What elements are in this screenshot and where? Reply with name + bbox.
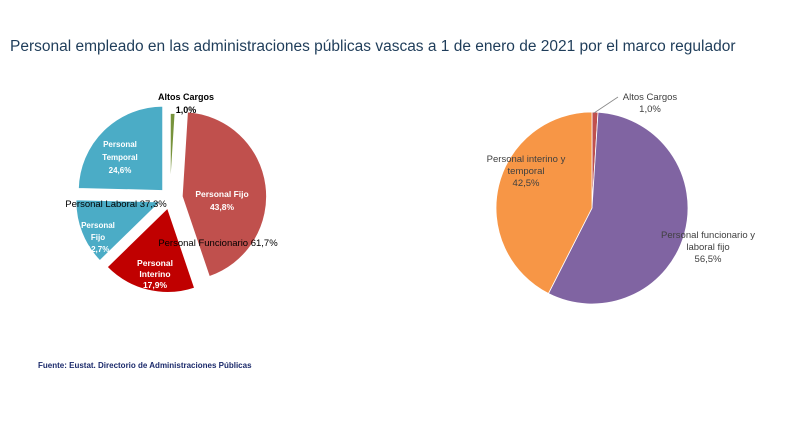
slice-interino-temporal xyxy=(495,111,593,295)
label-altos-cargos: Altos Cargos xyxy=(158,92,214,102)
slice-personal-interino xyxy=(105,206,196,294)
pie-chart-marco-detallado: Personal Fijo 43,8% Personal Interino 17,9% P… xyxy=(65,92,278,294)
slice-personal-fijo-funcionario xyxy=(181,110,268,278)
slice-personal-temporal xyxy=(77,105,164,192)
page-title: Personal empleado en las administracione… xyxy=(10,38,736,55)
pie-chart-marco-agrupado: Altos Cargos 1,0% Personal funcionario y la… xyxy=(487,92,755,305)
slice-funcionario-laboral-fijo xyxy=(547,111,689,305)
label-group-laboral: Personal Laboral 37,3% xyxy=(65,199,167,210)
slice-personal-fijo-laboral xyxy=(74,198,163,263)
label-personal-fijo-laboral: Personal Fijo 12,7% xyxy=(81,221,115,254)
label-personal-interino: Personal Interino 17,9% xyxy=(137,258,173,290)
slice-altos-cargos xyxy=(169,112,177,199)
label-personal-fijo-funcionario: Personal Fijo 43,8% xyxy=(195,189,248,212)
label-interino-temporal: Personal interino y temporal 42,5% xyxy=(487,154,566,189)
label-personal-temporal: Personal Temporal 24,6% xyxy=(102,140,137,175)
label-altos-cargos: Altos Cargos 1,0% xyxy=(623,92,678,115)
source-note: Fuente: Eustat. Directorio de Administra… xyxy=(38,361,252,370)
label-group-funcionario: Personal Funcionario 61,7% xyxy=(158,238,278,249)
label-altos-cargos-value: 1,0% xyxy=(176,105,197,115)
label-funcionario-laboral-fijo: Personal funcionario y laboral fijo 56,5% xyxy=(661,230,755,265)
leader-line-altos-cargos xyxy=(593,96,619,114)
